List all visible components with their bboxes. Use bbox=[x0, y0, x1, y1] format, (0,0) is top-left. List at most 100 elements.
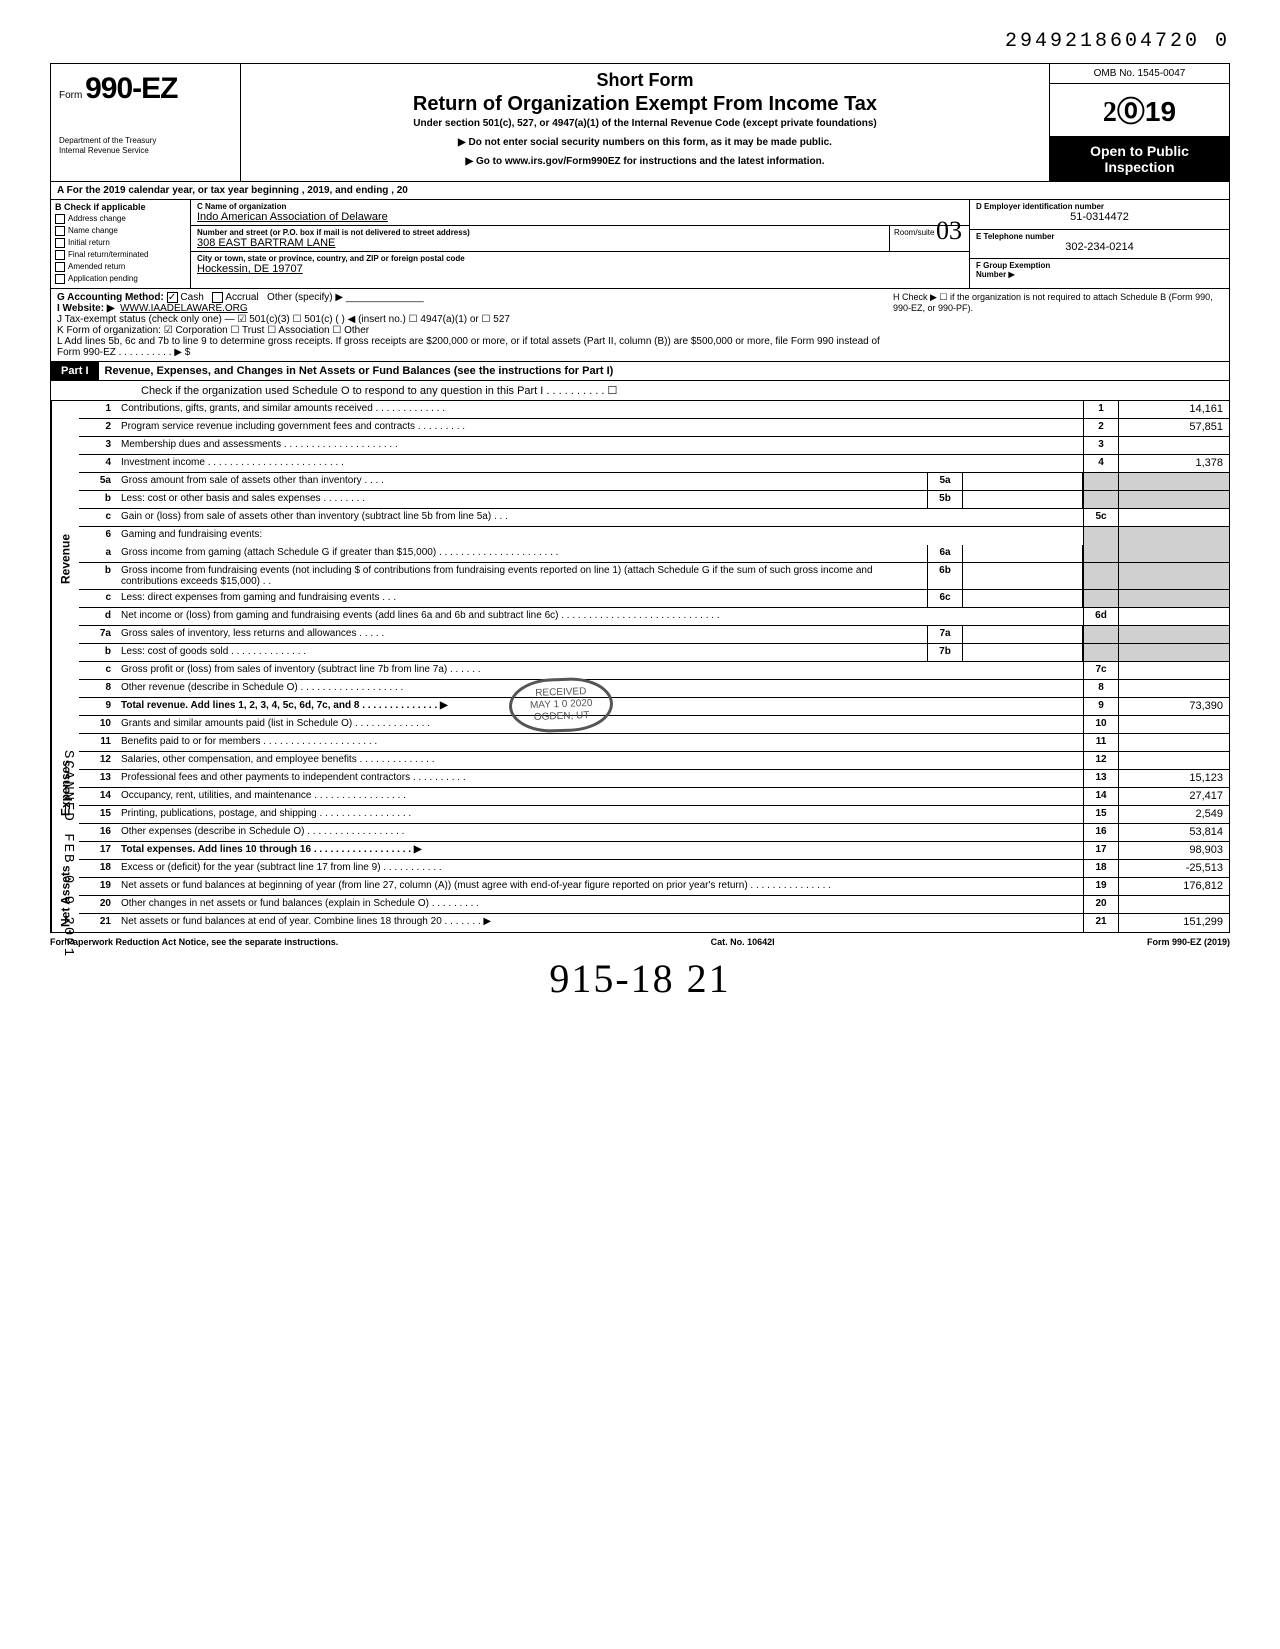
line-desc: Membership dues and assessments . . . . … bbox=[117, 437, 1083, 454]
line-rnum-shaded bbox=[1083, 473, 1119, 490]
line-num: 13 bbox=[79, 770, 117, 787]
open-line-2: Inspection bbox=[1054, 159, 1225, 175]
line-value: 53,814 bbox=[1119, 824, 1229, 841]
line-desc: Program service revenue including govern… bbox=[117, 419, 1083, 436]
line-value: 27,417 bbox=[1119, 788, 1229, 805]
line-num: d bbox=[79, 608, 117, 625]
line-mnum: 5b bbox=[927, 491, 963, 508]
cb-amended-return[interactable]: Amended return bbox=[55, 262, 186, 272]
line-g: G Accounting Method: Cash Accrual Other … bbox=[57, 292, 893, 303]
line-value: 15,123 bbox=[1119, 770, 1229, 787]
dln-code: 2949218604720 0 bbox=[50, 30, 1230, 53]
address-cell: Number and street (or P.O. box if mail i… bbox=[191, 226, 889, 251]
org-name-label: C Name of organization bbox=[197, 202, 963, 211]
line-mnum: 5a bbox=[927, 473, 963, 490]
line-mvalue bbox=[963, 473, 1083, 490]
line-value: 73,390 bbox=[1119, 698, 1229, 715]
line-value: 176,812 bbox=[1119, 878, 1229, 895]
line-num: 9 bbox=[79, 698, 117, 715]
line-rnum: 18 bbox=[1083, 860, 1119, 877]
line-rnum: 4 bbox=[1083, 455, 1119, 472]
cat-number: Cat. No. 10642I bbox=[711, 937, 775, 947]
line-desc: Total revenue. Add lines 1, 2, 3, 4, 5c,… bbox=[117, 698, 1083, 715]
cb-name-change[interactable]: Name change bbox=[55, 226, 186, 236]
line-num: 1 bbox=[79, 401, 117, 418]
part1-label: Part I bbox=[51, 362, 99, 380]
line-h: H Check ▶ ☐ if the organization is not r… bbox=[893, 292, 1223, 358]
line-desc: Net assets or fund balances at end of ye… bbox=[117, 914, 1083, 932]
handwritten-03: 03 bbox=[936, 216, 962, 246]
line-desc: Less: cost or other basis and sales expe… bbox=[117, 491, 927, 508]
expenses-section: Expenses 10Grants and similar amounts pa… bbox=[50, 716, 1230, 860]
form-number: 990-EZ bbox=[85, 72, 177, 105]
form-ref: Form 990-EZ (2019) bbox=[1147, 937, 1230, 947]
lines-gijkl: G Accounting Method: Cash Accrual Other … bbox=[57, 292, 893, 358]
line-value: 98,903 bbox=[1119, 842, 1229, 859]
cb-cash[interactable] bbox=[167, 292, 178, 303]
line-value-shaded bbox=[1119, 626, 1229, 643]
line-num: c bbox=[79, 509, 117, 526]
column-def: D Employer identification number 51-0314… bbox=[969, 200, 1229, 288]
line-desc: Net assets or fund balances at beginning… bbox=[117, 878, 1083, 895]
cb-application-pending[interactable]: Application pending bbox=[55, 274, 186, 284]
line-mvalue bbox=[963, 590, 1083, 607]
cb-initial-return[interactable]: Initial return bbox=[55, 238, 186, 248]
line-desc: Investment income . . . . . . . . . . . … bbox=[117, 455, 1083, 472]
line-num: 16 bbox=[79, 824, 117, 841]
line-num: 8 bbox=[79, 680, 117, 697]
form-page: SCANNED FEB 0 9 2021 2949218604720 0 For… bbox=[50, 30, 1230, 1002]
paperwork-notice: For Paperwork Reduction Act Notice, see … bbox=[50, 937, 338, 947]
line-k: K Form of organization: ☑ Corporation ☐ … bbox=[57, 325, 893, 336]
line-value-shaded bbox=[1119, 590, 1229, 607]
line-mnum: 7b bbox=[927, 644, 963, 661]
phone-row: E Telephone number 302-234-0214 bbox=[970, 230, 1229, 260]
revenue-side-label: Revenue bbox=[51, 401, 79, 716]
line-value: 2,549 bbox=[1119, 806, 1229, 823]
ssn-notice: ▶ Do not enter social security numbers o… bbox=[251, 137, 1039, 148]
line-rnum-shaded bbox=[1083, 545, 1119, 562]
ein-value: 51-0314472 bbox=[976, 211, 1223, 223]
cb-address-change[interactable]: Address change bbox=[55, 214, 186, 224]
line-rnum: 5c bbox=[1083, 509, 1119, 526]
line-value bbox=[1119, 608, 1229, 625]
cb-accrual[interactable] bbox=[212, 292, 223, 303]
line-num: 4 bbox=[79, 455, 117, 472]
footer-row: For Paperwork Reduction Act Notice, see … bbox=[50, 933, 1230, 951]
line-desc: Printing, publications, postage, and shi… bbox=[117, 806, 1083, 823]
cb-final-return[interactable]: Final return/terminated bbox=[55, 250, 186, 260]
dept-line-1: Department of the Treasury bbox=[59, 136, 232, 146]
line-num: 12 bbox=[79, 752, 117, 769]
line-rnum: 1 bbox=[1083, 401, 1119, 418]
phone-label: E Telephone number bbox=[976, 232, 1223, 241]
line-mvalue bbox=[963, 545, 1083, 562]
tax-year: 2⓪19 bbox=[1050, 84, 1229, 137]
line-desc: Gaming and fundraising events: bbox=[117, 527, 1083, 545]
line-desc: Occupancy, rent, utilities, and maintena… bbox=[117, 788, 1083, 805]
line-desc: Benefits paid to or for members . . . . … bbox=[117, 734, 1083, 751]
line-rnum: 11 bbox=[1083, 734, 1119, 751]
line-num: 18 bbox=[79, 860, 117, 877]
line-mnum: 6b bbox=[927, 563, 963, 589]
group-exemption-label: F Group Exemption bbox=[976, 261, 1223, 270]
address-value: 308 EAST BARTRAM LANE bbox=[197, 237, 883, 249]
line-value bbox=[1119, 752, 1229, 769]
line-a-tax-year: A For the 2019 calendar year, or tax yea… bbox=[50, 182, 1230, 200]
line-mvalue bbox=[963, 563, 1083, 589]
line-rnum: 7c bbox=[1083, 662, 1119, 679]
open-line-1: Open to Public bbox=[1054, 143, 1225, 159]
line-desc: Total expenses. Add lines 10 through 16 … bbox=[117, 842, 1083, 859]
city-cell: City or town, state or province, country… bbox=[191, 252, 969, 277]
right-box-column: OMB No. 1545-0047 2⓪19 Open to Public In… bbox=[1049, 64, 1229, 181]
line-value-shaded bbox=[1119, 545, 1229, 562]
city-label: City or town, state or province, country… bbox=[197, 254, 963, 263]
website-value: WWW.IAADELAWARE.ORG bbox=[120, 303, 248, 314]
line-mnum: 6c bbox=[927, 590, 963, 607]
line-i: I Website: ▶ WWW.IAADELAWARE.ORG bbox=[57, 303, 893, 314]
line-value bbox=[1119, 680, 1229, 697]
line-rnum: 6d bbox=[1083, 608, 1119, 625]
line-rnum: 9 bbox=[1083, 698, 1119, 715]
line-value bbox=[1119, 716, 1229, 733]
line-rnum-shaded bbox=[1083, 626, 1119, 643]
line-rnum: 17 bbox=[1083, 842, 1119, 859]
line-rnum: 8 bbox=[1083, 680, 1119, 697]
